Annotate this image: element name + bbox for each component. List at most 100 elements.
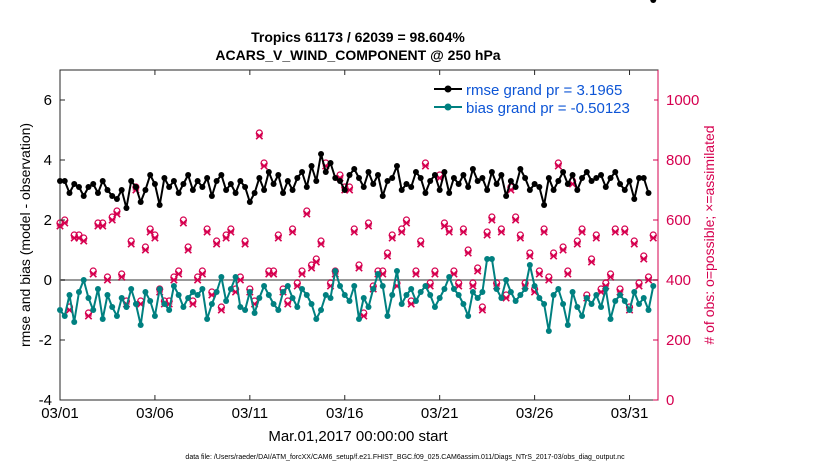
- obs-assimilated-marker: [179, 219, 188, 227]
- rmse-point: [227, 181, 234, 187]
- left-y-tick-label: 2: [44, 212, 52, 229]
- rmse-point: [61, 178, 68, 184]
- rmse-point: [208, 193, 215, 199]
- bias-point: [593, 292, 600, 298]
- bias-point: [636, 301, 643, 307]
- bias-point: [460, 301, 467, 307]
- bias-point: [147, 298, 154, 304]
- rmse-point: [185, 172, 192, 178]
- bias-point: [351, 283, 358, 289]
- rmse-point: [80, 193, 87, 199]
- obs-assimilated-marker: [255, 132, 264, 140]
- rmse-point: [569, 172, 576, 178]
- obs-assimilated-marker: [578, 228, 586, 236]
- rmse-point: [251, 190, 258, 196]
- bias-point: [213, 289, 220, 295]
- obs-assimilated-marker: [103, 276, 112, 284]
- bias-point: [346, 298, 353, 304]
- left-y-axis-label: rmse and bias (model - observation): [17, 123, 33, 347]
- rmse-point: [118, 187, 125, 193]
- rmse-point: [194, 178, 201, 184]
- bias-point: [223, 298, 230, 304]
- bias-point: [389, 292, 396, 298]
- bias-point: [398, 301, 405, 307]
- rmse-point: [379, 193, 386, 199]
- legend-bias-label: bias grand pr = -0.50123: [466, 100, 630, 117]
- rmse-point: [147, 172, 154, 178]
- rmse-point: [170, 178, 177, 184]
- rmse-point: [280, 190, 287, 196]
- bias-point: [142, 289, 149, 295]
- obs-assimilated-marker: [269, 270, 278, 278]
- rmse-point: [232, 190, 239, 196]
- rmse-point: [417, 175, 424, 181]
- bias-point: [246, 289, 253, 295]
- rmse-point: [113, 196, 120, 202]
- obs-assimilated-marker: [639, 255, 648, 263]
- obs-assimilated-marker: [151, 234, 159, 242]
- rmse-point: [356, 175, 362, 181]
- obs-assimilated-marker: [573, 240, 582, 248]
- rmse-point: [218, 172, 225, 178]
- bias-point: [512, 298, 519, 304]
- rmse-point: [389, 175, 396, 181]
- rmse-point: [256, 175, 263, 181]
- rmse-point: [104, 187, 111, 193]
- obs-assimilated-marker: [170, 276, 178, 284]
- bias-point: [621, 298, 628, 304]
- x-tick-label: 03/01: [41, 405, 79, 422]
- obs-assimilated-marker: [212, 240, 221, 248]
- x-tick-label: 03/26: [516, 405, 554, 422]
- obs-assimilated-marker: [545, 276, 553, 284]
- rmse-point: [455, 181, 462, 187]
- obs-assimilated-marker: [364, 222, 373, 230]
- bias-point: [484, 256, 491, 262]
- rmse-point: [322, 169, 329, 175]
- legend-rmse-marker: [444, 85, 452, 93]
- rmse-point: [299, 169, 306, 175]
- rmse-point: [469, 166, 476, 172]
- rmse-point: [517, 166, 524, 172]
- bias-point: [517, 292, 524, 298]
- obs-assimilated-marker: [483, 231, 491, 239]
- left-y-tick-label: -2: [39, 332, 52, 349]
- rmse-point: [484, 187, 491, 193]
- bias-point: [545, 328, 552, 334]
- bias-point: [327, 295, 334, 301]
- obs-assimilated-marker: [113, 210, 121, 218]
- bias-point: [318, 307, 325, 313]
- rmse-point: [242, 184, 249, 190]
- axes: [59, 69, 659, 401]
- bias-point: [436, 295, 443, 301]
- obs-assimilated-marker: [184, 246, 192, 254]
- obs-assimilated-marker: [564, 270, 572, 278]
- data-file-footer: data file: /Users/raeder/DAI/ATM_forcXX/…: [185, 454, 625, 461]
- obs-assimilated-marker: [397, 228, 406, 236]
- bias-point: [208, 301, 215, 307]
- rmse-point: [441, 169, 448, 175]
- rmse-point: [574, 187, 581, 193]
- obs-assimilated-marker: [611, 228, 620, 236]
- bias-point: [166, 307, 173, 313]
- bias-point: [256, 295, 263, 301]
- bias-point: [156, 286, 163, 292]
- x-tick-label: 03/06: [136, 405, 174, 422]
- bias-point: [94, 286, 101, 292]
- x-tick-label: 03/21: [421, 405, 459, 422]
- rmse-point: [612, 169, 619, 175]
- bias-point: [303, 292, 310, 298]
- obs-assimilated-marker: [431, 270, 439, 278]
- obs-assimilated-marker: [412, 270, 420, 278]
- rmse-point: [341, 187, 348, 193]
- bias-point: [588, 301, 595, 307]
- rmse-point: [427, 178, 434, 184]
- obs-assimilated-marker: [108, 216, 116, 224]
- rmse-point: [265, 169, 272, 175]
- obs-assimilated-marker: [421, 162, 430, 170]
- bias-point: [270, 301, 277, 307]
- obs-assimilated-marker: [227, 228, 235, 236]
- obs-assimilated-marker: [174, 270, 183, 278]
- bias-point: [251, 310, 258, 316]
- bias-point: [536, 295, 543, 301]
- rmse-point: [156, 202, 163, 208]
